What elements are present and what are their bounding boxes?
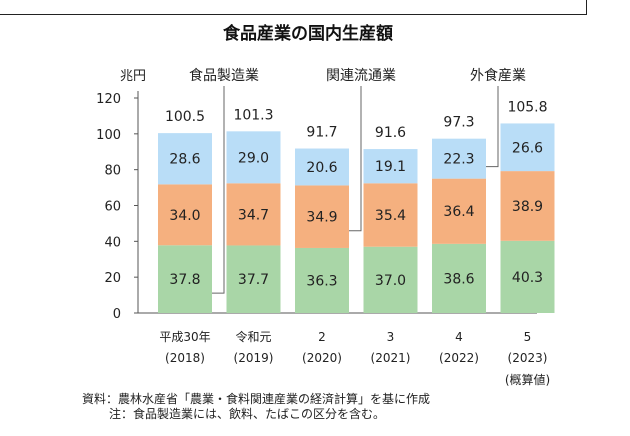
bar-segment [500, 123, 555, 172]
total-value-label: 97.3 [443, 115, 474, 131]
total-value-label: 100.5 [165, 109, 205, 125]
y-axis-unit: 兆円 [120, 69, 146, 84]
bar-segment [295, 247, 349, 313]
segment-value-label: 34.7 [238, 207, 269, 223]
segment-value-label: 28.6 [169, 152, 200, 168]
series-leader-line [349, 86, 362, 232]
bar-segment [158, 184, 212, 246]
y-tick-label: 120 [96, 92, 121, 107]
bar-segment [158, 133, 212, 185]
x-tick-label: (2023) [508, 351, 548, 365]
bar-segment [363, 246, 418, 313]
y-tick-label: 60 [104, 200, 121, 215]
segment-value-label: 38.6 [443, 271, 474, 287]
segment-value-label: 36.3 [306, 273, 337, 289]
x-tick-label: 4 [455, 330, 463, 344]
bar-segment [295, 185, 349, 248]
bar-segment [363, 149, 418, 184]
segment-value-label: 40.3 [512, 270, 543, 286]
x-tick-label: 2 [318, 330, 326, 344]
bar-segment [432, 138, 486, 179]
bar-segment [363, 183, 418, 247]
y-tick-label: 40 [104, 235, 121, 250]
x-tick-label: 平成30年 [159, 330, 210, 344]
bar-segment [226, 183, 281, 246]
x-tick-label: (2021) [371, 351, 411, 365]
total-value-label: 101.3 [233, 107, 273, 123]
segment-value-label: 36.4 [443, 204, 474, 220]
bar-segment [158, 245, 212, 313]
x-tick-label: (概算値) [505, 372, 550, 387]
bar-segment [500, 171, 555, 241]
x-tick-label: 令和元 [235, 329, 271, 344]
y-tick-label: 20 [104, 271, 121, 286]
total-value-label: 91.7 [306, 125, 337, 141]
x-tick-label: (2022) [439, 351, 479, 365]
top-frame-border [0, 0, 587, 15]
total-value-label: 91.6 [375, 125, 406, 141]
segment-value-label: 35.4 [375, 208, 406, 224]
series-label: 外食産業 [470, 67, 526, 84]
bar-segment [500, 240, 555, 313]
bar-segment [226, 245, 281, 313]
series-leader-line [486, 86, 499, 168]
segment-value-label: 38.9 [512, 199, 543, 215]
segment-value-label: 19.1 [375, 159, 406, 175]
chart-title: 食品産業の国内生産額 [223, 23, 393, 44]
series-label: 食品製造業 [189, 67, 259, 84]
bar-segment [295, 148, 349, 186]
x-tick-label: 5 [524, 330, 532, 344]
y-tick-label: 100 [96, 128, 121, 143]
total-value-label: 105.8 [507, 99, 547, 115]
x-tick-label: (2020) [302, 351, 342, 365]
x-tick-label: (2018) [165, 351, 205, 365]
segment-value-label: 37.8 [169, 272, 200, 288]
bar-segment [432, 178, 486, 244]
segment-value-label: 22.3 [443, 152, 474, 168]
y-tick-label: 0 [113, 307, 121, 322]
bar-segment [226, 131, 281, 184]
segment-value-label: 34.9 [306, 210, 337, 226]
segment-value-label: 26.6 [512, 140, 543, 156]
segment-value-label: 29.0 [238, 150, 269, 166]
footnote: 注：食品製造業には、飲料、たばこの区分を含む。 [109, 407, 386, 421]
segment-value-label: 34.0 [169, 208, 200, 224]
series-label: 関連流通業 [326, 68, 396, 84]
bar-segment [432, 243, 486, 313]
x-tick-label: (2019) [234, 351, 274, 365]
series-leader-line [212, 86, 225, 294]
segment-value-label: 20.6 [306, 160, 337, 176]
x-tick-label: 3 [387, 330, 395, 344]
segment-value-label: 37.0 [375, 273, 406, 289]
source-note: 資料：農林水産省「農業・食料関連産業の経済計算」を基に作成 [82, 392, 431, 406]
segment-value-label: 37.7 [238, 272, 269, 288]
y-tick-label: 80 [104, 164, 121, 179]
